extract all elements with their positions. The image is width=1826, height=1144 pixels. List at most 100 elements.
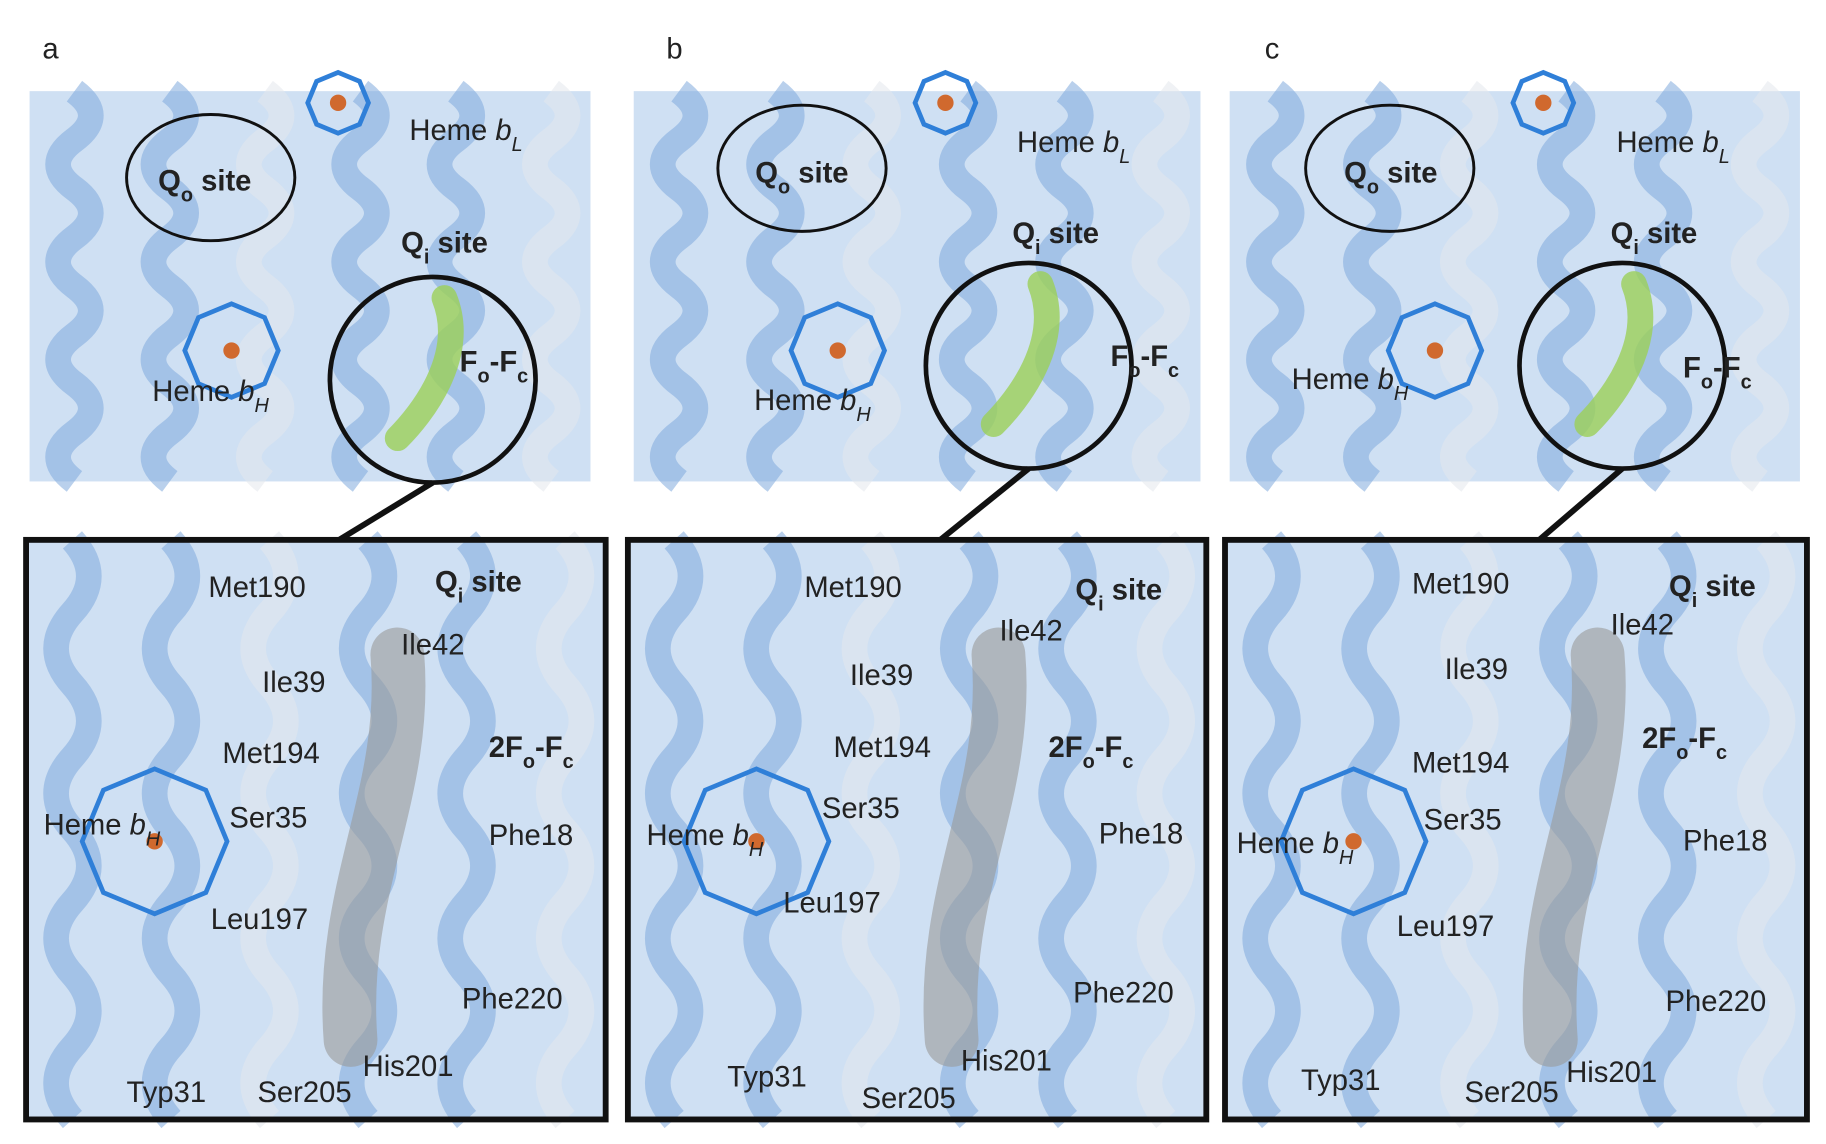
label-part: site — [1639, 218, 1697, 250]
label-part: Q — [435, 566, 458, 598]
residue-label: Qo site — [1344, 157, 1437, 198]
residue-label: Phe18 — [1683, 826, 1767, 858]
heme-group — [681, 766, 832, 917]
helix — [746, 80, 805, 492]
helix — [43, 531, 102, 1129]
heme-group — [1278, 766, 1429, 917]
residue-label: Qo site — [755, 157, 848, 198]
label-part: Ser35 — [1424, 805, 1502, 837]
label-part: L — [1119, 146, 1130, 168]
label-part: Met190 — [208, 572, 305, 604]
residue-label: Phe220 — [1073, 978, 1174, 1010]
helix — [841, 531, 900, 1129]
protein-backdrop — [26, 539, 606, 1120]
residue-label: Heme bH — [44, 809, 161, 850]
residue-label: Ile39 — [262, 667, 325, 699]
label-part: b — [238, 376, 254, 408]
helix — [1343, 80, 1402, 492]
residue-label: Qo site — [158, 165, 251, 206]
residue-label: Ile42 — [401, 629, 464, 661]
label-part: Q — [158, 165, 181, 197]
label-part: Ile42 — [401, 629, 464, 661]
helix — [1638, 531, 1697, 1129]
label-part: Met194 — [1412, 747, 1509, 779]
helix — [1634, 80, 1693, 492]
label-part: Ile39 — [1445, 654, 1508, 686]
iron-atom — [748, 833, 765, 850]
label-part: H — [1339, 847, 1354, 869]
label-part: o — [181, 184, 193, 206]
label-part: Phe220 — [462, 983, 563, 1015]
heme-ring — [79, 766, 230, 917]
label-part: Met190 — [804, 572, 901, 604]
iron-atom — [1426, 342, 1444, 359]
residue-label: Ser205 — [257, 1077, 351, 1109]
heme-ring — [1510, 69, 1577, 136]
protein-backdrop — [633, 91, 1201, 482]
residue-label: 2Fo-Fc — [489, 732, 574, 773]
residue-label: Fo-Fc — [1683, 352, 1752, 393]
label-part: Phe220 — [1666, 986, 1767, 1018]
label-part: Heme — [1616, 127, 1702, 159]
label-part: o — [1083, 751, 1095, 773]
label-part: c — [563, 751, 574, 773]
helix — [1035, 80, 1094, 492]
label-part: b — [1702, 127, 1718, 159]
protein-backdrop — [1225, 539, 1807, 1120]
label-part: F — [1683, 352, 1701, 384]
label-part: Q — [401, 227, 424, 259]
structure-background — [1229, 80, 1800, 492]
label-part: b — [1323, 828, 1339, 860]
residue-label: Phe18 — [1099, 819, 1183, 851]
label-part: o — [1367, 176, 1379, 198]
helix — [1440, 80, 1499, 492]
label-part: Met190 — [1412, 569, 1509, 601]
residue-label: Phe18 — [489, 820, 573, 852]
helix — [437, 531, 496, 1129]
label-part: Ile42 — [1611, 610, 1674, 642]
iron-atom — [937, 94, 954, 112]
heme-group — [912, 69, 979, 136]
label-part: o — [1676, 742, 1688, 764]
heme-ring — [912, 69, 979, 136]
label-part: Heme — [44, 809, 130, 841]
heme-ring — [1385, 301, 1485, 400]
label-part: o — [477, 366, 489, 388]
label-part: His201 — [961, 1045, 1052, 1077]
label-part: -F — [1140, 341, 1168, 373]
label-part: Phe18 — [1683, 826, 1767, 858]
label-part: -F — [490, 347, 518, 379]
qo-site-circle — [125, 113, 297, 243]
heme-ring — [182, 301, 281, 400]
residue-label: Ser205 — [862, 1083, 956, 1115]
residue-label: Met194 — [1412, 747, 1509, 779]
helix — [1136, 531, 1195, 1129]
label-part: Heme — [1237, 828, 1323, 860]
label-part: Typ31 — [127, 1077, 207, 1109]
residue-label: Ile39 — [1445, 654, 1508, 686]
label-part: H — [1394, 383, 1409, 405]
label-part: Leu197 — [1397, 911, 1494, 943]
label-part: -F — [535, 732, 563, 764]
label-part: Typ31 — [727, 1062, 807, 1094]
residue-label: Heme bL — [1017, 127, 1130, 168]
label-part: H — [749, 839, 764, 861]
label-part: c — [1741, 371, 1752, 393]
label-part: Q — [1075, 574, 1098, 606]
mesh-density — [923, 627, 1027, 1067]
label-part: Q — [1344, 157, 1367, 189]
zoom-connector — [1537, 466, 1625, 543]
label-part: i — [1035, 237, 1041, 259]
label-part: F — [1110, 341, 1128, 373]
label-part: His201 — [363, 1051, 454, 1083]
helix — [240, 531, 299, 1129]
residue-label: Qi site — [1012, 218, 1099, 259]
heme-ring — [788, 301, 888, 400]
label-part: site — [1041, 218, 1099, 250]
residue-label: Ile42 — [1611, 610, 1674, 642]
label-part: b — [1378, 364, 1394, 396]
iron-atom — [329, 94, 347, 112]
protein-backdrop — [29, 91, 591, 482]
label-part: L — [1719, 146, 1730, 168]
label-part: b — [733, 820, 749, 852]
